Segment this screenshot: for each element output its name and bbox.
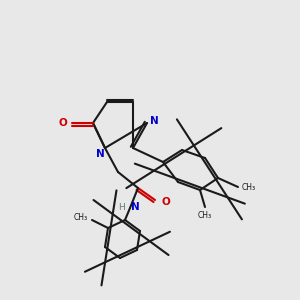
Text: N: N (131, 202, 140, 212)
Text: H: H (118, 202, 125, 211)
Text: CH₃: CH₃ (198, 211, 212, 220)
Text: O: O (161, 197, 170, 207)
Text: N: N (150, 116, 158, 126)
Text: CH₃: CH₃ (74, 214, 88, 223)
Text: CH₃: CH₃ (242, 184, 256, 193)
Text: O: O (58, 118, 67, 128)
Text: N: N (96, 149, 104, 159)
